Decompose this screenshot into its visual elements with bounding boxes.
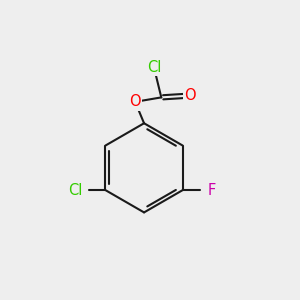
Text: Cl: Cl	[147, 60, 161, 75]
Text: Cl: Cl	[68, 183, 83, 198]
Text: O: O	[129, 94, 141, 110]
Text: O: O	[184, 88, 195, 104]
Text: F: F	[208, 183, 216, 198]
